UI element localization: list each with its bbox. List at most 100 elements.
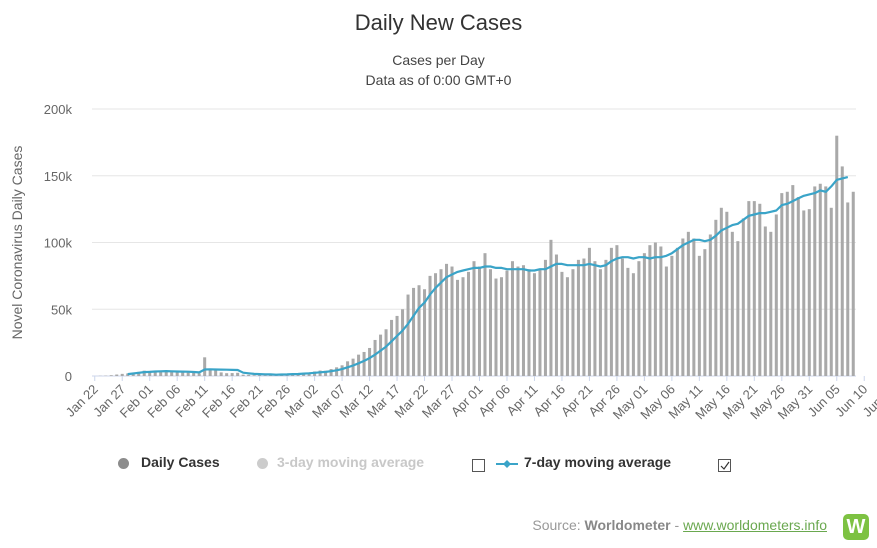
bar bbox=[620, 258, 624, 376]
bar bbox=[335, 367, 339, 376]
bar bbox=[681, 238, 685, 376]
bar bbox=[472, 261, 476, 376]
bar bbox=[120, 373, 124, 376]
bar bbox=[697, 255, 701, 376]
bar bbox=[807, 209, 811, 376]
bar bbox=[494, 278, 498, 376]
source-credit: Source: Worldometer - www.worldometers.i… bbox=[532, 517, 827, 533]
bar bbox=[439, 269, 443, 376]
bar bbox=[406, 294, 410, 376]
bar bbox=[747, 201, 751, 376]
bar bbox=[741, 218, 745, 376]
bar bbox=[488, 269, 493, 376]
bar bbox=[505, 270, 509, 376]
bar bbox=[241, 374, 245, 376]
legend-3day-marker[interactable] bbox=[257, 458, 268, 469]
bar bbox=[466, 271, 471, 376]
source-separator: - bbox=[674, 517, 680, 533]
bar bbox=[780, 193, 784, 376]
bar bbox=[252, 375, 256, 376]
bar bbox=[357, 354, 361, 376]
bar bbox=[450, 266, 454, 376]
bar bbox=[813, 186, 817, 376]
bar bbox=[670, 255, 674, 376]
legend-3day-average[interactable]: 3-day moving average bbox=[277, 454, 425, 470]
bar bbox=[587, 247, 591, 376]
bar bbox=[324, 370, 328, 376]
source-link[interactable]: www.worldometers.info bbox=[683, 517, 827, 533]
bar bbox=[785, 191, 789, 376]
bar bbox=[664, 266, 668, 376]
bar bbox=[758, 203, 762, 376]
bar bbox=[796, 197, 800, 376]
bar bbox=[532, 273, 536, 376]
bar bbox=[791, 185, 795, 376]
bar bbox=[659, 246, 663, 376]
bar bbox=[703, 249, 707, 376]
bar bbox=[521, 265, 525, 376]
bar bbox=[340, 365, 344, 376]
bar bbox=[263, 375, 267, 376]
bar bbox=[851, 191, 855, 376]
legend-3day-checkbox[interactable] bbox=[472, 459, 485, 472]
bar bbox=[401, 309, 405, 376]
y-tick-label: 0 bbox=[65, 369, 72, 384]
bar bbox=[543, 259, 547, 376]
bar bbox=[560, 271, 564, 376]
chart-subtitle-metric: Cases per Day bbox=[392, 52, 485, 68]
bar bbox=[653, 242, 657, 376]
bar bbox=[192, 372, 196, 376]
bar bbox=[615, 245, 619, 376]
bar bbox=[373, 339, 377, 376]
bar bbox=[164, 371, 168, 376]
bar bbox=[824, 186, 828, 376]
bar bbox=[840, 166, 844, 376]
bar bbox=[329, 369, 333, 376]
legend-7day-checkbox[interactable] bbox=[718, 459, 731, 472]
bar bbox=[428, 275, 432, 376]
bar bbox=[461, 277, 465, 376]
bar bbox=[214, 370, 218, 376]
bar bbox=[565, 277, 569, 376]
bar bbox=[736, 241, 740, 376]
bar bbox=[582, 258, 586, 376]
worldometer-logo-icon[interactable]: W bbox=[843, 514, 869, 540]
chart-title: Daily New Cases bbox=[354, 10, 523, 35]
bar bbox=[626, 267, 630, 376]
bar bbox=[434, 273, 438, 376]
bar bbox=[445, 263, 449, 376]
bar bbox=[137, 371, 141, 376]
bar bbox=[142, 370, 146, 376]
bar bbox=[379, 334, 383, 376]
bar bbox=[763, 226, 767, 376]
bar bbox=[395, 315, 399, 376]
bar bbox=[686, 231, 690, 376]
moving-average-line bbox=[127, 176, 849, 376]
bar bbox=[598, 269, 602, 376]
bar bbox=[527, 269, 531, 376]
y-tick-label: 100k bbox=[44, 236, 73, 251]
bar bbox=[692, 238, 696, 376]
bar bbox=[604, 259, 608, 376]
bar bbox=[417, 285, 421, 376]
bar bbox=[769, 231, 773, 376]
x-tick-label: Apr 06 bbox=[475, 382, 513, 420]
legend-daily-cases[interactable]: Daily Cases bbox=[141, 454, 220, 470]
bar bbox=[554, 254, 558, 376]
bar bbox=[725, 211, 729, 376]
bar bbox=[148, 370, 152, 376]
bar bbox=[708, 234, 712, 376]
legend-daily-cases-marker[interactable] bbox=[118, 458, 129, 469]
bar bbox=[477, 266, 482, 376]
bar bbox=[126, 373, 130, 376]
y-tick-label: 150k bbox=[44, 169, 73, 184]
bar bbox=[247, 374, 251, 376]
y-tick-label: 50k bbox=[51, 302, 72, 317]
legend-7day-average[interactable]: 7-day moving average bbox=[524, 454, 672, 470]
bar bbox=[455, 279, 460, 376]
legend-7day-marker[interactable] bbox=[496, 457, 518, 471]
bar bbox=[483, 253, 487, 376]
bar bbox=[219, 372, 223, 376]
bar bbox=[593, 261, 597, 376]
bar bbox=[384, 329, 388, 376]
